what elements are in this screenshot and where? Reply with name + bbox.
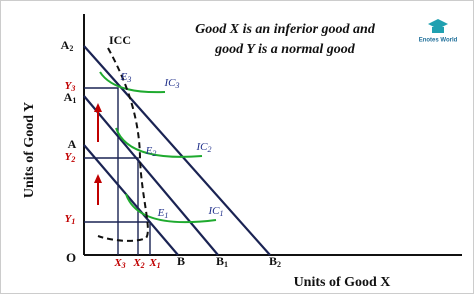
main: B	[216, 254, 224, 268]
equilibrium-label: E2	[145, 145, 157, 158]
sub: 2	[140, 261, 145, 270]
sub: 3	[175, 81, 180, 90]
sub: 3	[70, 84, 75, 93]
sub: 1	[157, 261, 161, 270]
equilibrium-label: E3	[120, 71, 132, 84]
main: Y	[65, 213, 73, 225]
budget-line	[83, 144, 179, 256]
indifference-curve	[99, 71, 166, 94]
x-level-label: X1	[148, 257, 160, 270]
logo: Enotes World	[419, 19, 458, 44]
sub: 1	[164, 211, 168, 220]
main: X	[113, 257, 122, 269]
main: IC	[164, 77, 177, 89]
guide-line	[84, 87, 119, 255]
x-axis-label: Units of Good X	[294, 275, 391, 290]
ic-label: IC3	[164, 77, 180, 90]
sub: 1	[71, 217, 75, 226]
indifference-curve	[125, 193, 217, 224]
main: Y	[65, 80, 73, 92]
sub: 2	[277, 260, 281, 269]
intercept-label: B2	[269, 254, 281, 269]
x-level-label: X3	[113, 257, 125, 270]
y-axis-label: Units of Good Y	[22, 102, 37, 198]
sub: 1	[72, 96, 76, 105]
y-level-label: Y1	[65, 213, 76, 226]
main: X	[148, 257, 157, 269]
arrows	[94, 103, 102, 205]
sub: 3	[121, 261, 126, 270]
ic-label: IC2	[196, 141, 212, 154]
x-level-label: X2	[132, 257, 144, 270]
origin-label: O	[66, 250, 76, 265]
sub: 3	[126, 75, 131, 84]
equilibrium-label: E1	[157, 207, 169, 220]
main: E	[145, 145, 153, 157]
sub: 2	[208, 145, 212, 154]
y-level-label: Y2	[65, 151, 76, 164]
sub: 1	[220, 209, 224, 218]
title-line: Good X is an inferior good and	[195, 22, 376, 37]
intercept-label: B1	[216, 254, 228, 269]
main: Y	[65, 151, 73, 163]
intercept-label: A2	[61, 38, 74, 53]
main: X	[132, 257, 141, 269]
sub: 2	[69, 44, 73, 53]
title-line: good Y is a normal good	[214, 42, 356, 57]
sub: 2	[152, 149, 156, 158]
sub: 1	[224, 260, 228, 269]
intercept-label: A	[68, 137, 77, 151]
main: B	[269, 254, 277, 268]
main: A	[61, 38, 70, 52]
ic-label: IC1	[208, 205, 224, 218]
budget-line	[83, 45, 271, 256]
icc-label: ICC	[109, 33, 131, 47]
main: A	[64, 90, 73, 104]
main: IC	[196, 141, 209, 153]
budget-line	[83, 95, 219, 256]
y-level-label: Y3	[65, 80, 76, 93]
main: IC	[208, 205, 221, 217]
icc-curve	[97, 47, 149, 242]
indifference-curve	[115, 127, 203, 158]
main: E	[120, 71, 128, 83]
intercept-label: B	[177, 254, 185, 268]
guide-line	[84, 221, 151, 255]
main: E	[157, 207, 165, 219]
logo-text: Enotes World	[419, 38, 458, 44]
intercept-label: A1	[64, 90, 77, 105]
sub: 2	[70, 155, 75, 164]
